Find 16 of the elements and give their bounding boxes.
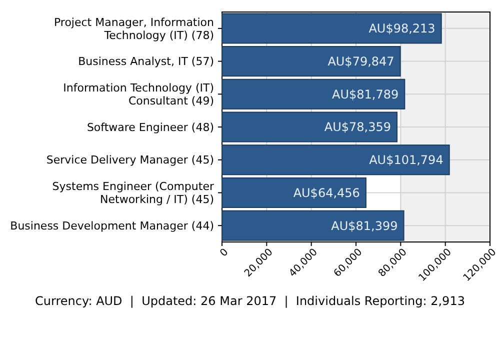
y-tick-label: Software Engineer (48): [86, 120, 214, 134]
y-tick-label: Information Technology (IT) Consultant (49): [63, 81, 214, 108]
y-tick-label: Service Delivery Manager (45): [46, 154, 214, 167]
data-label: AU$78,359: [324, 120, 391, 134]
data-label: AU$81,789: [332, 87, 399, 102]
data-label: AU$79,847: [328, 54, 394, 68]
y-tick-label: Systems Engineer (Computer Networking / IT) (45): [52, 180, 214, 206]
x-tick-label: 0: [218, 246, 231, 260]
data-label: AU$98,213: [368, 22, 436, 36]
data-label: AU$81,399: [331, 218, 398, 233]
y-tick-label: Project Manager, Information Technology (IT) (78): [54, 16, 214, 42]
text: Currency: AUD | Updated: 26 Mar 2017 | Individuals Reporting: 2,913: [35, 294, 465, 308]
y-tick-label: Business Development Manager (44): [10, 219, 214, 232]
y-tick-label: Business Analyst, IT (57): [78, 55, 214, 68]
data-label: AU$64,456: [293, 186, 360, 200]
data-label: AU$101,794: [369, 153, 444, 168]
